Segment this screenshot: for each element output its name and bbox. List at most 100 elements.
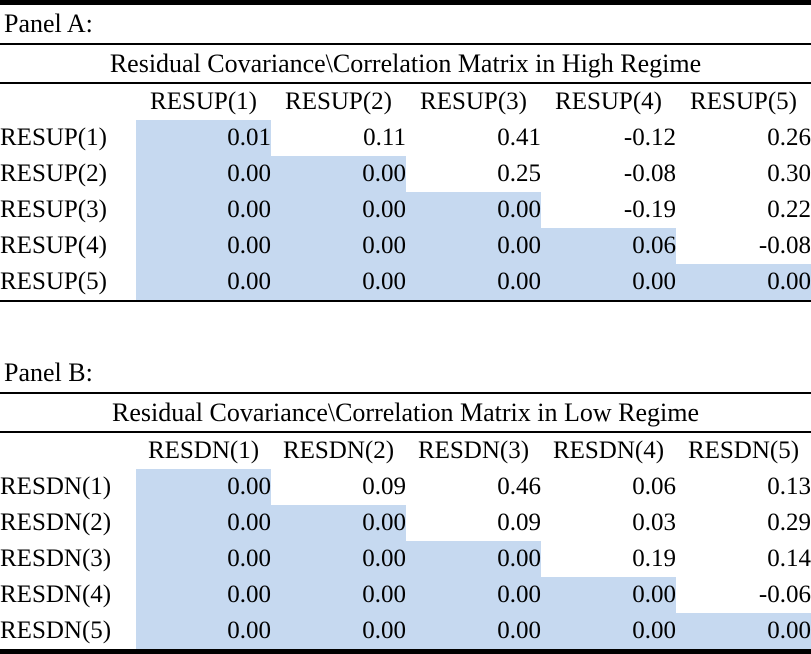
column-header: RESUP(3) [420, 88, 527, 115]
table-row: RESDN(3) 0.00 0.00 0.00 0.19 0.14 [0, 541, 811, 577]
matrix-cell: -0.08 [623, 160, 676, 187]
table-row: RESDN(4) 0.00 0.00 0.00 0.00 -0.06 [0, 577, 811, 613]
panel-a-label: Panel A: [4, 9, 93, 38]
matrix-cell: 0.00 [271, 613, 406, 649]
corner-cell [0, 433, 136, 469]
row-label: RESDN(5) [0, 617, 112, 644]
bottom-rule [0, 649, 811, 654]
matrix-cell: 0.00 [676, 613, 811, 649]
low-regime-matrix-table: RESDN(1) RESDN(2) RESDN(3) RESDN(4) RESDN(5)… [0, 433, 811, 649]
rule [0, 82, 811, 84]
matrix-cell: -0.19 [623, 196, 676, 223]
column-header: RESDN(4) [552, 437, 665, 464]
matrix-cell: 0.14 [767, 545, 811, 572]
panel-gap [0, 302, 811, 354]
matrix-cell: 0.00 [271, 192, 406, 228]
panel-a-title: Residual Covariance\Correlation Matrix i… [109, 48, 702, 78]
matrix-cell: 0.41 [497, 124, 541, 151]
matrix-cell: 0.00 [271, 577, 406, 613]
row-label: RESDN(1) [0, 473, 112, 500]
row-label: RESUP(5) [0, 268, 107, 295]
matrix-cell: 0.00 [406, 228, 541, 264]
row-label: RESUP(1) [0, 124, 107, 151]
matrix-cell: 0.00 [136, 577, 271, 613]
rule [0, 392, 811, 394]
column-header: RESUP(4) [555, 88, 662, 115]
matrix-cell: 0.22 [767, 196, 811, 223]
matrix-cell: 0.00 [271, 505, 406, 541]
matrix-cell: 0.46 [497, 473, 541, 500]
matrix-cell: 0.00 [136, 192, 271, 228]
matrix-cell: 0.30 [767, 160, 811, 187]
table-row: RESDN(2) 0.00 0.00 0.09 0.03 0.29 [0, 505, 811, 541]
matrix-cell: 0.00 [271, 264, 406, 300]
matrix-cell: 0.00 [136, 505, 271, 541]
rule [0, 431, 811, 433]
matrix-cell: 0.00 [406, 613, 541, 649]
column-header: RESUP(1) [150, 88, 257, 115]
column-header: RESDN(2) [282, 437, 395, 464]
matrix-cell: 0.00 [136, 228, 271, 264]
row-label: RESDN(4) [0, 581, 112, 608]
column-header: RESUP(5) [690, 88, 797, 115]
matrix-cell: 0.00 [406, 264, 541, 300]
matrix-cell: 0.19 [632, 545, 676, 572]
matrix-cell: 0.00 [406, 541, 541, 577]
row-label: RESUP(4) [0, 232, 107, 259]
matrix-cell: 0.13 [767, 473, 811, 500]
panel-b-label: Panel B: [4, 358, 93, 387]
matrix-cell: 0.11 [363, 124, 406, 151]
matrix-cell: 0.00 [541, 577, 676, 613]
table-row: RESUP(1) 0.01 0.11 0.41 -0.12 0.26 [0, 120, 811, 156]
high-regime-matrix-table: RESUP(1) RESUP(2) RESUP(3) RESUP(4) RESUP(5)… [0, 84, 811, 300]
table-row: RESDN(5) 0.00 0.00 0.00 0.00 0.00 [0, 613, 811, 649]
matrix-cell: 0.00 [136, 264, 271, 300]
matrix-cell: 0.26 [767, 124, 811, 151]
matrix-cell: 0.00 [136, 541, 271, 577]
matrix-cell: 0.29 [767, 509, 811, 536]
matrix-cell: 0.09 [362, 473, 406, 500]
table-row: RESDN(1) 0.00 0.09 0.46 0.06 0.13 [0, 469, 811, 505]
row-label: RESUP(2) [0, 160, 107, 187]
top-rule [0, 0, 811, 5]
matrix-cell: 0.00 [136, 613, 271, 649]
matrix-cell: 0.00 [541, 613, 676, 649]
table-row: RESUP(2) 0.00 0.00 0.25 -0.08 0.30 [0, 156, 811, 192]
column-header: RESUP(2) [285, 88, 392, 115]
table-row: RESUP(3) 0.00 0.00 0.00 -0.19 0.22 [0, 192, 811, 228]
column-header: RESDN(3) [417, 437, 530, 464]
matrix-cell: 0.06 [632, 473, 676, 500]
matrix-cell: 0.00 [541, 264, 676, 300]
column-header: RESDN(5) [687, 437, 800, 464]
column-header-row: RESUP(1) RESUP(2) RESUP(3) RESUP(4) RESUP(5) [0, 84, 811, 120]
matrix-cell: 0.01 [136, 120, 271, 156]
panel-b-title: Residual Covariance\Correlation Matrix i… [111, 397, 700, 427]
table-row: RESUP(4) 0.00 0.00 0.00 0.06 -0.08 [0, 228, 811, 264]
matrix-cell: 0.03 [632, 509, 676, 536]
matrix-cell: 0.00 [406, 577, 541, 613]
panel-b: Panel B: Residual Covariance\Correlation… [0, 354, 811, 654]
corner-cell [0, 84, 136, 120]
matrix-cell: 0.06 [541, 228, 676, 264]
panel-a: Panel A: Residual Covariance\Correlation… [0, 5, 811, 302]
matrix-cell: 0.09 [497, 509, 541, 536]
matrix-cell: 0.00 [271, 541, 406, 577]
matrix-cell: 0.25 [497, 160, 541, 187]
matrix-cell: 0.00 [136, 156, 271, 192]
matrix-cell: -0.08 [758, 232, 811, 259]
column-header: RESDN(1) [147, 437, 260, 464]
row-label: RESUP(3) [0, 196, 107, 223]
table-row: RESUP(5) 0.00 0.00 0.00 0.00 0.00 [0, 264, 811, 300]
matrix-cell: 0.00 [406, 192, 541, 228]
matrix-cell: 0.00 [271, 228, 406, 264]
row-label: RESDN(2) [0, 509, 112, 536]
column-header-row: RESDN(1) RESDN(2) RESDN(3) RESDN(4) RESDN(5) [0, 433, 811, 469]
matrix-cell: -0.06 [758, 581, 811, 608]
rule [0, 300, 811, 302]
matrix-cell: 0.00 [136, 469, 271, 505]
rule [0, 43, 811, 45]
matrix-cell: 0.00 [676, 264, 811, 300]
matrix-cell: 0.00 [271, 156, 406, 192]
matrix-cell: -0.12 [623, 124, 676, 151]
